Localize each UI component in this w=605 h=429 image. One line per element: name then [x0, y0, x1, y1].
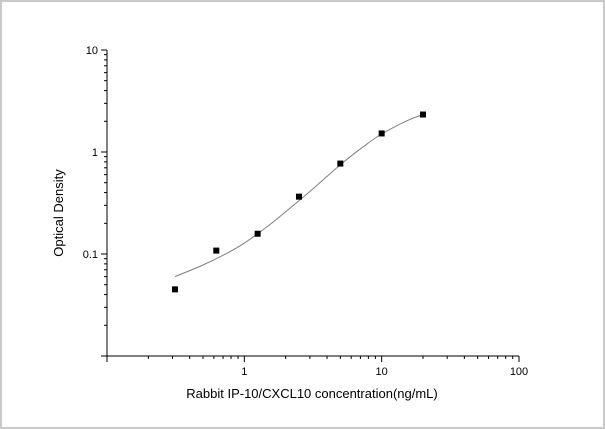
- tick-labels: 1 10 100 0.1 1 10: [83, 45, 528, 378]
- x-tick-label: 10: [376, 366, 388, 378]
- axes: [106, 50, 519, 357]
- data-point: [378, 130, 385, 137]
- x-tick-label: 1: [241, 366, 247, 378]
- y-axis-title: Optical Density: [51, 169, 66, 257]
- data-point: [254, 230, 261, 237]
- x-tick-label: 100: [510, 366, 528, 378]
- y-tick-label: 0.1: [83, 249, 98, 261]
- y-tick-label: 1: [92, 147, 98, 159]
- ticks: [101, 49, 520, 362]
- data-point: [295, 193, 302, 200]
- x-axis-title: Rabbit IP-10/CXCL10 concentration(ng/mL): [186, 386, 437, 401]
- data-point: [420, 111, 427, 118]
- data-point: [337, 160, 344, 167]
- y-tick-label: 10: [86, 45, 98, 57]
- data-point: [171, 286, 178, 293]
- data-points: [171, 111, 427, 293]
- data-point: [213, 247, 220, 254]
